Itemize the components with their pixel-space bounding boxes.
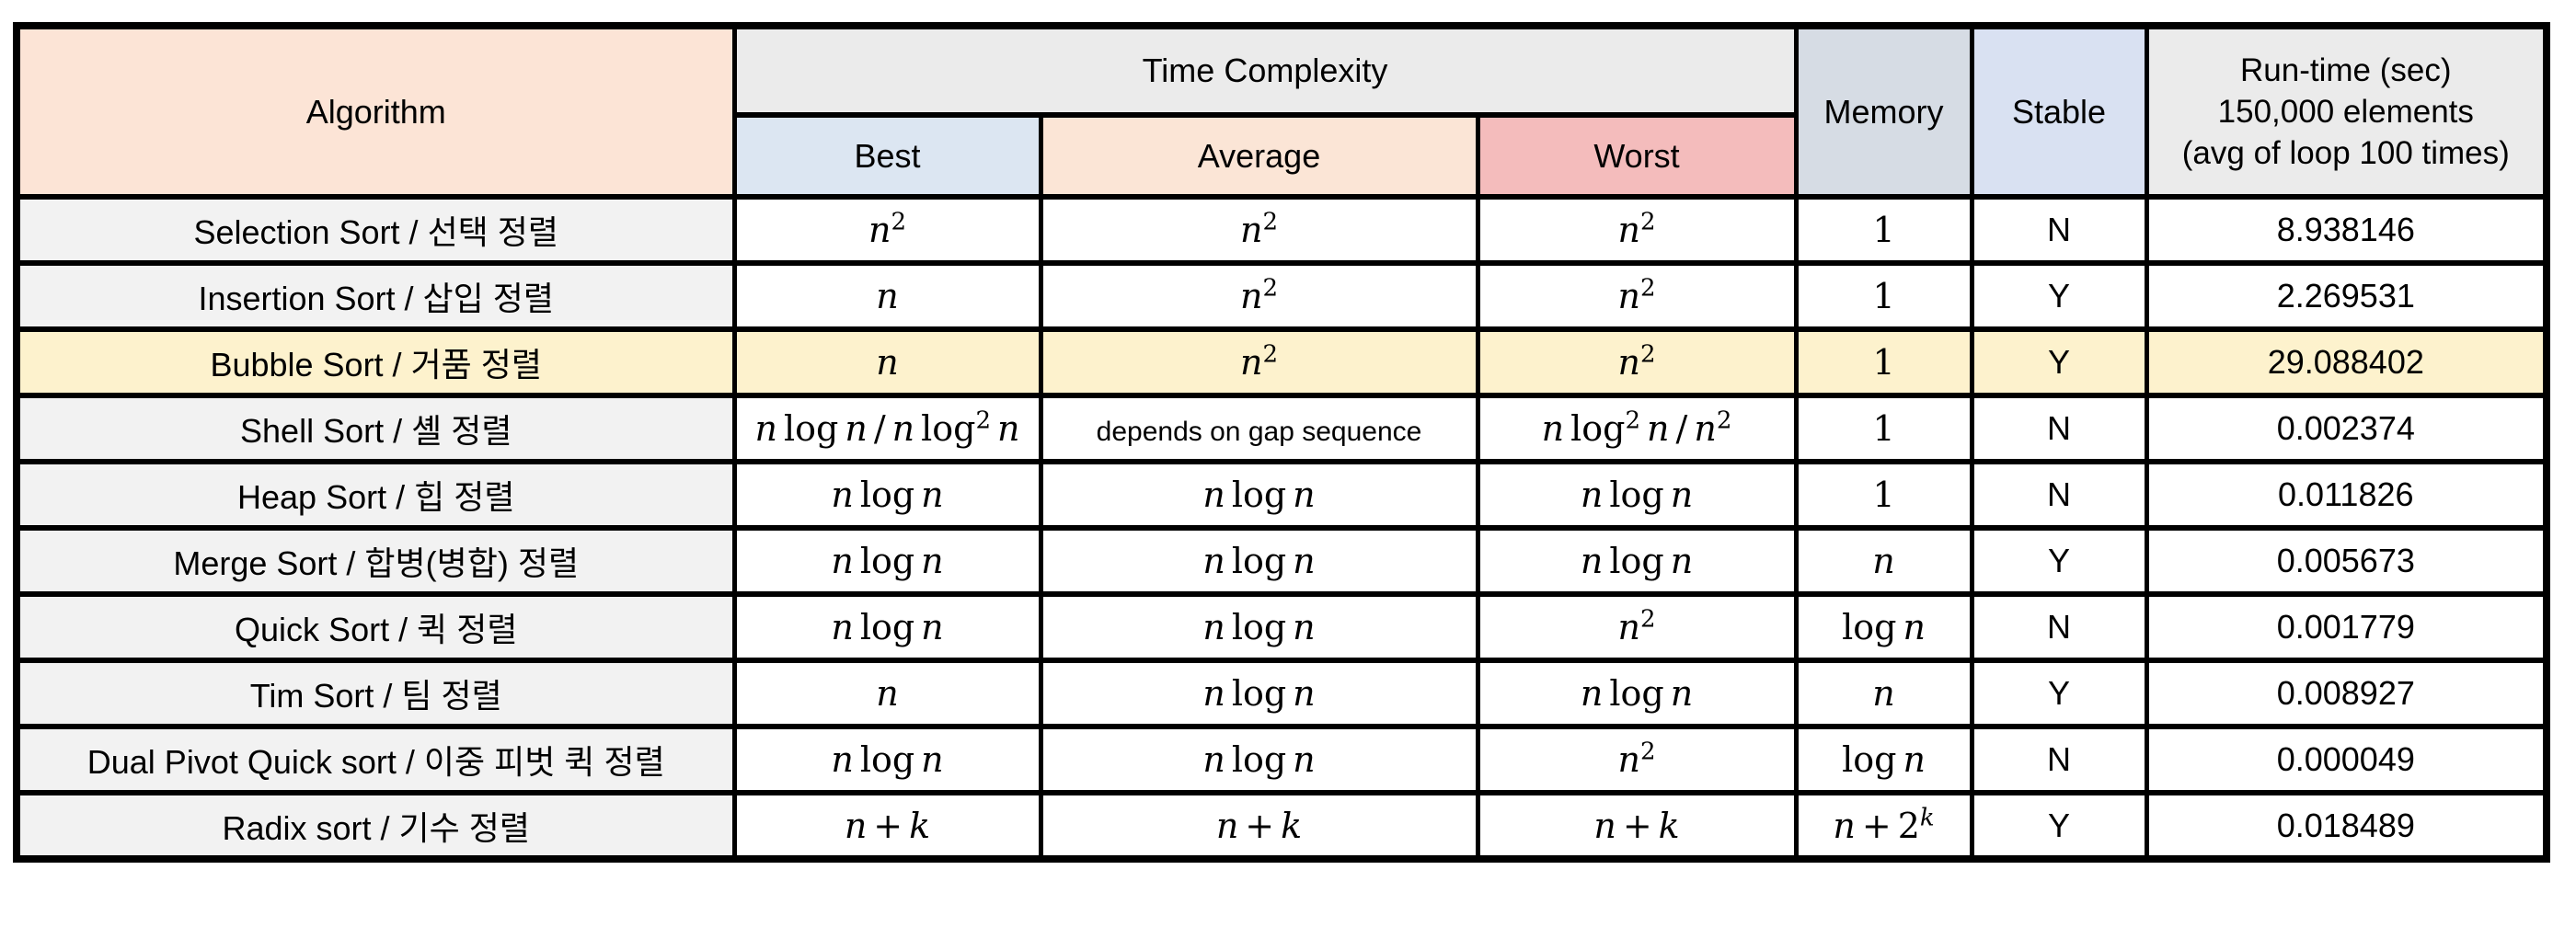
runtime-value: 2.269531 bbox=[2144, 260, 2549, 332]
runtime-value: 8.938146 bbox=[2144, 194, 2549, 266]
sorting-table: Algorithm Time Complexity Memory Stable … bbox=[13, 22, 2551, 863]
average-complexity-value: n log n bbox=[1038, 658, 1480, 729]
best-complexity-value: n bbox=[731, 260, 1043, 332]
algorithm-name: Merge Sort / 합병(병합) 정렬 bbox=[14, 525, 737, 597]
best-complexity-value: n log n bbox=[731, 525, 1043, 597]
column-header-memory: Memory bbox=[1793, 23, 1974, 200]
runtime-value: 0.008927 bbox=[2144, 658, 2549, 729]
runtime-value: 0.002374 bbox=[2144, 393, 2549, 464]
average-complexity-value: n log n bbox=[1038, 591, 1480, 663]
algorithm-name: Bubble Sort / 거품 정렬 bbox=[14, 326, 737, 398]
best-complexity-value: n log n bbox=[731, 591, 1043, 663]
table-row: Heap Sort / 힙 정렬 n log n n log n n log n… bbox=[14, 459, 2549, 531]
worst-complexity-value: n log n bbox=[1475, 658, 1799, 729]
column-header-best: Best bbox=[731, 112, 1043, 200]
sorting-comparison-table: Algorithm Time Complexity Memory Stable … bbox=[13, 22, 2551, 863]
best-complexity-value: n log n bbox=[731, 459, 1043, 531]
runtime-header-line3: (avg of loop 100 times) bbox=[2181, 135, 2510, 171]
average-complexity-value: n log n bbox=[1038, 525, 1480, 597]
memory-complexity-value: log n bbox=[1793, 724, 1974, 795]
worst-complexity-value: n log n bbox=[1475, 459, 1799, 531]
stable-flag: Y bbox=[1969, 790, 2149, 862]
memory-complexity-value: n bbox=[1793, 658, 1974, 729]
runtime-value: 0.000049 bbox=[2144, 724, 2549, 795]
memory-complexity-value: 1 bbox=[1793, 393, 1974, 464]
stable-flag: N bbox=[1969, 393, 2149, 464]
average-complexity-value: n2 bbox=[1038, 326, 1480, 398]
memory-complexity-value: 1 bbox=[1793, 194, 1974, 266]
best-complexity-value: n + k bbox=[731, 790, 1043, 862]
memory-complexity-value: 1 bbox=[1793, 459, 1974, 531]
table-row: Tim Sort / 팀 정렬 n n log n n log n n Y 0.… bbox=[14, 658, 2549, 729]
average-complexity-value: n log n bbox=[1038, 459, 1480, 531]
worst-complexity-value: n2 bbox=[1475, 194, 1799, 266]
stable-flag: Y bbox=[1969, 658, 2149, 729]
stable-flag: N bbox=[1969, 724, 2149, 795]
runtime-value: 0.018489 bbox=[2144, 790, 2549, 862]
algorithm-name: Insertion Sort / 삽입 정렬 bbox=[14, 260, 737, 332]
average-complexity-value: n log n bbox=[1038, 724, 1480, 795]
runtime-value: 0.001779 bbox=[2144, 591, 2549, 663]
runtime-value: 29.088402 bbox=[2144, 326, 2549, 398]
average-complexity-value: n + k bbox=[1038, 790, 1480, 862]
runtime-value: 0.005673 bbox=[2144, 525, 2549, 597]
runtime-header-line1: Run-time (sec) bbox=[2240, 52, 2452, 88]
worst-complexity-value: n2 bbox=[1475, 260, 1799, 332]
worst-complexity-value: n2 bbox=[1475, 326, 1799, 398]
average-complexity-value: n2 bbox=[1038, 194, 1480, 266]
runtime-value: 0.011826 bbox=[2144, 459, 2549, 531]
table-row: Quick Sort / 퀵 정렬 n log n n log n n2 log… bbox=[14, 591, 2549, 663]
worst-complexity-value: n2 bbox=[1475, 591, 1799, 663]
worst-complexity-value: n log2 n / n2 bbox=[1475, 393, 1799, 464]
column-header-worst: Worst bbox=[1475, 112, 1799, 200]
stable-flag: Y bbox=[1969, 260, 2149, 332]
column-header-stable: Stable bbox=[1969, 23, 2149, 200]
stable-flag: N bbox=[1969, 459, 2149, 531]
best-complexity-value: n log n bbox=[731, 724, 1043, 795]
memory-complexity-value: log n bbox=[1793, 591, 1974, 663]
memory-complexity-value: 1 bbox=[1793, 260, 1974, 332]
best-complexity-value: n log n / n log2 n bbox=[731, 393, 1043, 464]
memory-complexity-value: n bbox=[1793, 525, 1974, 597]
best-complexity-value: n2 bbox=[731, 194, 1043, 266]
worst-complexity-value: n log n bbox=[1475, 525, 1799, 597]
best-complexity-value: n bbox=[731, 658, 1043, 729]
algorithm-name: Shell Sort / 셸 정렬 bbox=[14, 393, 737, 464]
table-row: Selection Sort / 선택 정렬 n2 n2 n2 1 N 8.93… bbox=[14, 194, 2549, 266]
algorithm-name: Radix sort / 기수 정렬 bbox=[14, 790, 737, 862]
table-row: Insertion Sort / 삽입 정렬 n n2 n2 1 Y 2.269… bbox=[14, 260, 2549, 332]
worst-complexity-value: n + k bbox=[1475, 790, 1799, 862]
algorithm-name: Selection Sort / 선택 정렬 bbox=[14, 194, 737, 266]
stable-flag: N bbox=[1969, 591, 2149, 663]
column-header-algorithm: Algorithm bbox=[14, 23, 737, 200]
algorithm-name: Tim Sort / 팀 정렬 bbox=[14, 658, 737, 729]
column-header-runtime: Run-time (sec) 150,000 elements (avg of … bbox=[2144, 23, 2549, 200]
stable-flag: Y bbox=[1969, 326, 2149, 398]
average-complexity-value: n2 bbox=[1038, 260, 1480, 332]
column-header-time-complexity: Time Complexity bbox=[731, 23, 1799, 118]
algorithm-name: Heap Sort / 힙 정렬 bbox=[14, 459, 737, 531]
average-complexity-value: depends on gap sequence bbox=[1038, 393, 1480, 464]
memory-complexity-value: 1 bbox=[1793, 326, 1974, 398]
stable-flag: N bbox=[1969, 194, 2149, 266]
worst-complexity-value: n2 bbox=[1475, 724, 1799, 795]
table-row: Shell Sort / 셸 정렬 n log n / n log2 n dep… bbox=[14, 393, 2549, 464]
algorithm-name: Quick Sort / 퀵 정렬 bbox=[14, 591, 737, 663]
table-row: Dual Pivot Quick sort / 이중 피벗 퀵 정렬 n log… bbox=[14, 724, 2549, 795]
table-row: Radix sort / 기수 정렬 n + k n + k n + k n +… bbox=[14, 790, 2549, 862]
table-row: Bubble Sort / 거품 정렬 n n2 n2 1 Y 29.08840… bbox=[14, 326, 2549, 398]
memory-complexity-value: n + 2k bbox=[1793, 790, 1974, 862]
best-complexity-value: n bbox=[731, 326, 1043, 398]
column-header-average: Average bbox=[1038, 112, 1480, 200]
runtime-header-line2: 150,000 elements bbox=[2217, 94, 2474, 130]
table-row: Merge Sort / 합병(병합) 정렬 n log n n log n n… bbox=[14, 525, 2549, 597]
stable-flag: Y bbox=[1969, 525, 2149, 597]
algorithm-name: Dual Pivot Quick sort / 이중 피벗 퀵 정렬 bbox=[14, 724, 737, 795]
